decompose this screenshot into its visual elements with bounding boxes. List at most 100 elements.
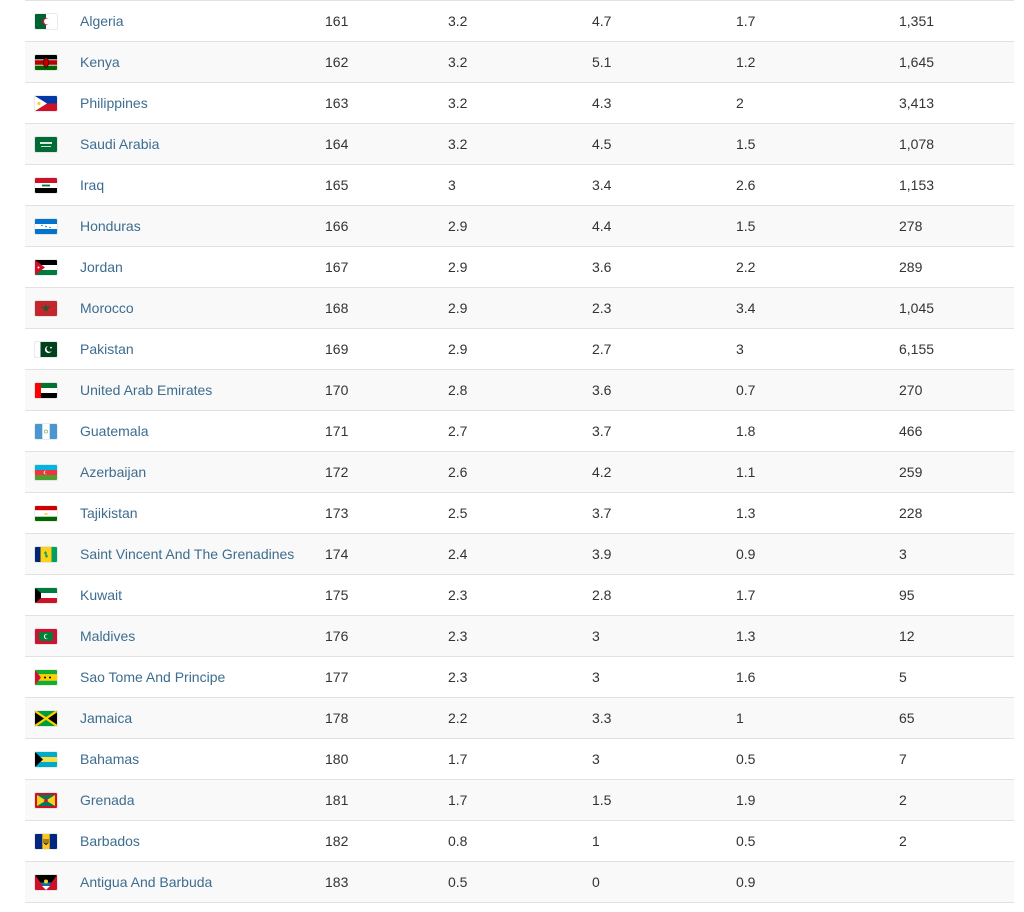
country-link[interactable]: Saint Vincent And The Grenadines (80, 546, 295, 562)
country-link[interactable]: United Arab Emirates (80, 382, 213, 398)
value-cell-2: 4.3 (592, 95, 612, 111)
value-cell-3: 1.5 (736, 218, 756, 234)
rank-cell: 177 (325, 669, 349, 685)
value-cell-3: 0.5 (736, 751, 756, 767)
saudi-arabia-flag-icon (35, 137, 57, 152)
country-link[interactable]: Philippines (80, 95, 148, 111)
country-link[interactable]: Honduras (80, 218, 141, 234)
value-cell-3: 1.1 (736, 464, 756, 480)
rank-cell: 173 (325, 505, 349, 521)
value-cell-4: 65 (899, 710, 915, 726)
value-cell-3: 1.3 (736, 628, 756, 644)
value-cell-4: 2 (899, 833, 907, 849)
value-cell-2: 3.6 (592, 382, 612, 398)
value-cell-4: 270 (899, 382, 923, 398)
value-cell-4: 6,155 (899, 341, 935, 357)
value-cell-2: 3.7 (592, 505, 612, 521)
country-link[interactable]: Tajikistan (80, 505, 138, 521)
value-cell-1: 2.3 (448, 628, 468, 644)
barbados-flag-icon (35, 834, 57, 849)
value-cell-3: 1.5 (736, 136, 756, 152)
country-link[interactable]: Iraq (80, 177, 105, 193)
table-row: Iraq 165 3 3.4 2.6 1,153 (25, 165, 1014, 206)
rank-cell: 172 (325, 464, 349, 480)
country-link[interactable]: Kuwait (80, 587, 123, 603)
rank-cell: 165 (325, 177, 349, 193)
jamaica-flag-icon (35, 711, 57, 726)
tajikistan-flag-icon (35, 506, 57, 521)
kenya-flag-icon (35, 55, 57, 70)
value-cell-3: 1.3 (736, 505, 756, 521)
value-cell-3: 2.2 (736, 259, 756, 275)
value-cell-1: 2.6 (448, 464, 468, 480)
country-link[interactable]: Pakistan (80, 341, 134, 357)
country-link[interactable]: Barbados (80, 833, 140, 849)
antigua-barbuda-flag-icon (35, 875, 57, 890)
philippines-flag-icon (35, 96, 57, 111)
country-link[interactable]: Morocco (80, 300, 134, 316)
value-cell-1: 2.7 (448, 423, 468, 439)
value-cell-4: 1,645 (899, 54, 935, 70)
value-cell-1: 3.2 (448, 136, 468, 152)
value-cell-2: 0 (592, 874, 600, 890)
rank-cell: 166 (325, 218, 349, 234)
rank-cell: 178 (325, 710, 349, 726)
table-row: United Arab Emirates 170 2.8 3.6 0.7 270 (25, 370, 1014, 411)
value-cell-2: 2.3 (592, 300, 612, 316)
pakistan-flag-icon (35, 342, 57, 357)
value-cell-3: 0.5 (736, 833, 756, 849)
table-row: Guatemala 171 2.7 3.7 1.8 466 (25, 411, 1014, 452)
value-cell-4: 228 (899, 505, 923, 521)
table-row: Kuwait 175 2.3 2.8 1.7 95 (25, 575, 1014, 616)
jordan-flag-icon (35, 260, 57, 275)
azerbaijan-flag-icon (35, 465, 57, 480)
value-cell-3: 3.4 (736, 300, 756, 316)
country-link[interactable]: Antigua And Barbuda (80, 874, 213, 890)
value-cell-4: 7 (899, 751, 907, 767)
rank-cell: 182 (325, 833, 349, 849)
table-row: Antigua And Barbuda 183 0.5 0 0.9 (25, 862, 1014, 903)
rank-cell: 164 (325, 136, 349, 152)
country-link[interactable]: Sao Tome And Principe (80, 669, 226, 685)
value-cell-3: 1.6 (736, 669, 756, 685)
value-cell-2: 1.5 (592, 792, 612, 808)
country-link[interactable]: Grenada (80, 792, 135, 808)
country-link[interactable]: Jordan (80, 259, 123, 275)
table-row: Azerbaijan 172 2.6 4.2 1.1 259 (25, 452, 1014, 493)
value-cell-2: 3.7 (592, 423, 612, 439)
value-cell-2: 3.4 (592, 177, 612, 193)
value-cell-2: 2.8 (592, 587, 612, 603)
value-cell-4: 1,045 (899, 300, 935, 316)
value-cell-3: 1 (736, 710, 744, 726)
value-cell-3: 0.9 (736, 546, 756, 562)
kuwait-flag-icon (35, 588, 57, 603)
rank-cell: 171 (325, 423, 349, 439)
value-cell-2: 4.4 (592, 218, 612, 234)
value-cell-1: 2.9 (448, 218, 468, 234)
rank-cell: 167 (325, 259, 349, 275)
country-link[interactable]: Kenya (80, 54, 120, 70)
table-row: Morocco 168 2.9 2.3 3.4 1,045 (25, 288, 1014, 329)
grenada-flag-icon (35, 793, 57, 808)
table-row: Honduras 166 2.9 4.4 1.5 278 (25, 206, 1014, 247)
country-link[interactable]: Guatemala (80, 423, 149, 439)
rank-cell: 176 (325, 628, 349, 644)
table-row: Bahamas 180 1.7 3 0.5 7 (25, 739, 1014, 780)
value-cell-1: 3 (448, 177, 456, 193)
country-link[interactable]: Azerbaijan (80, 464, 147, 480)
country-link[interactable]: Maldives (80, 628, 136, 644)
value-cell-3: 1.7 (736, 13, 756, 29)
value-cell-4: 259 (899, 464, 923, 480)
country-link[interactable]: Saudi Arabia (80, 136, 160, 152)
value-cell-3: 2.6 (736, 177, 756, 193)
algeria-flag-icon (35, 14, 57, 29)
country-link[interactable]: Bahamas (80, 751, 140, 767)
value-cell-1: 2.3 (448, 587, 468, 603)
value-cell-1: 2.4 (448, 546, 468, 562)
country-link[interactable]: Jamaica (80, 710, 133, 726)
table-row: Jamaica 178 2.2 3.3 1 65 (25, 698, 1014, 739)
value-cell-1: 2.9 (448, 259, 468, 275)
value-cell-3: 2 (736, 95, 744, 111)
value-cell-4: 95 (899, 587, 915, 603)
country-link[interactable]: Algeria (80, 13, 124, 29)
